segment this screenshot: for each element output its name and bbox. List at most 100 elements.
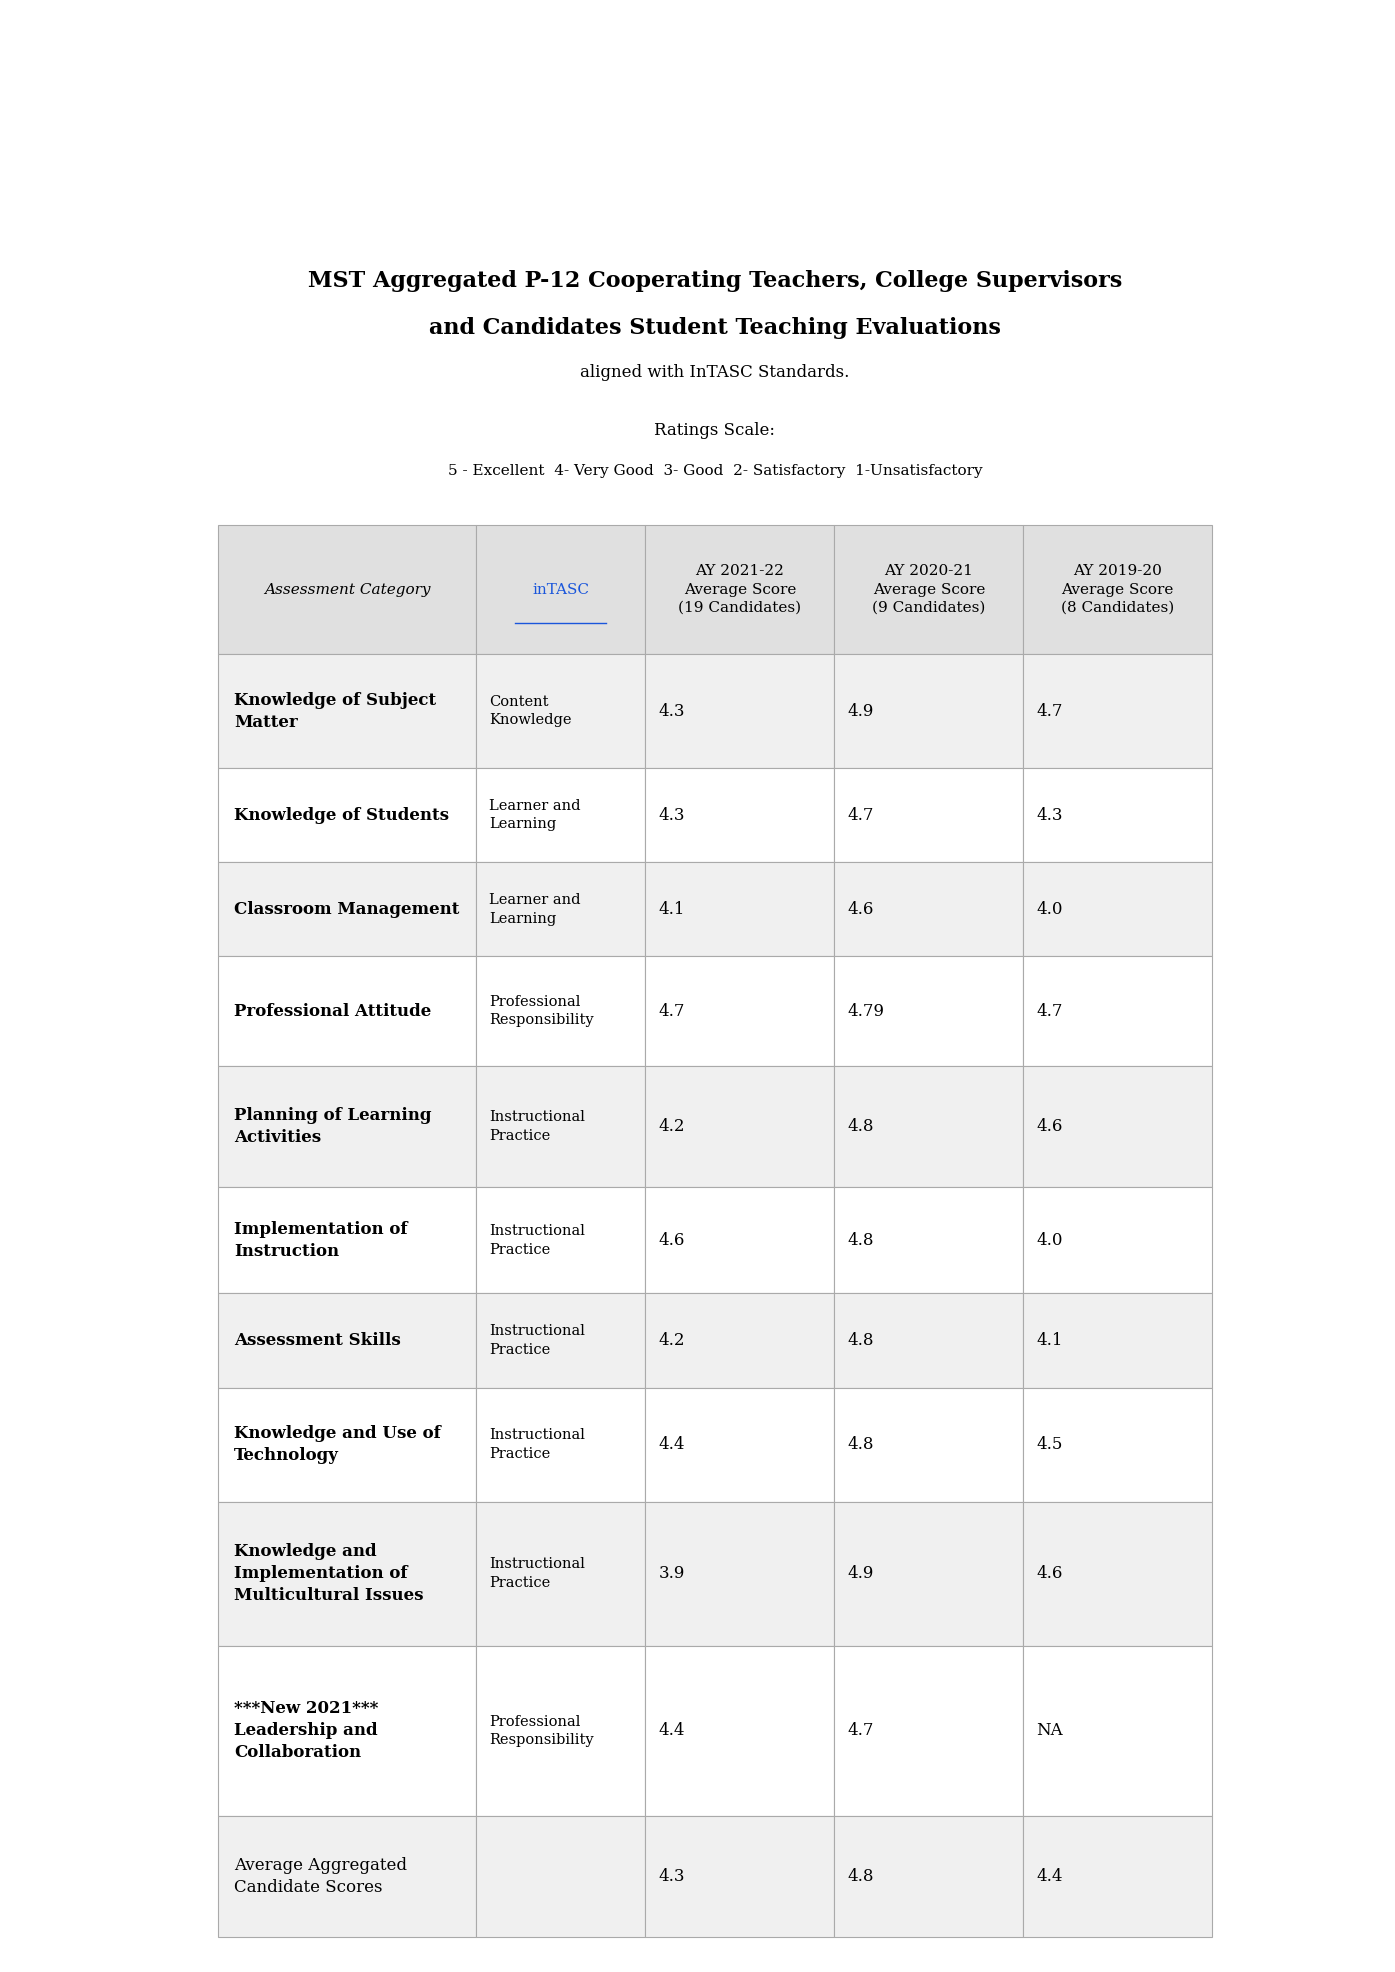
Bar [476, 1065, 646, 1187]
Bar [1024, 655, 1212, 767]
Bar [476, 1187, 646, 1294]
Bar [1024, 1501, 1212, 1647]
Text: Classroom Management: Classroom Management [234, 901, 459, 917]
Bar [834, 1816, 1024, 1937]
Bar [834, 1647, 1024, 1816]
Text: Professional Attitude: Professional Attitude [234, 1002, 431, 1020]
Bar [476, 1388, 646, 1501]
Text: 4.6: 4.6 [847, 901, 873, 917]
Bar [218, 655, 476, 767]
Bar [646, 1388, 834, 1501]
Text: AY 2020-21
Average Score
(9 Candidates): AY 2020-21 Average Score (9 Candidates) [872, 564, 985, 615]
Text: Knowledge and Use of
Technology: Knowledge and Use of Technology [234, 1426, 441, 1463]
Text: 4.7: 4.7 [1036, 1002, 1063, 1020]
Text: 4.1: 4.1 [658, 901, 685, 917]
Bar [646, 1065, 834, 1187]
Bar [646, 525, 834, 655]
Text: 4.3: 4.3 [658, 807, 685, 824]
Text: 4.4: 4.4 [1036, 1867, 1063, 1885]
Text: AY 2019-20
Average Score
(8 Candidates): AY 2019-20 Average Score (8 Candidates) [1062, 564, 1175, 615]
Text: AY 2021-22
Average Score
(19 Candidates): AY 2021-22 Average Score (19 Candidates) [678, 564, 801, 615]
Bar [646, 769, 834, 862]
Bar [1024, 525, 1212, 655]
Bar [834, 1501, 1024, 1647]
Bar [1024, 1065, 1212, 1187]
Text: 5 - Excellent  4- Very Good  3- Good  2- Satisfactory  1-Unsatisfactory: 5 - Excellent 4- Very Good 3- Good 2- Sa… [448, 465, 982, 479]
Bar [476, 655, 646, 767]
Text: inTASC: inTASC [533, 582, 589, 598]
Bar [218, 525, 476, 655]
Bar [476, 1294, 646, 1388]
Text: NA: NA [1036, 1722, 1063, 1739]
Text: 4.6: 4.6 [658, 1232, 685, 1248]
Bar [646, 1501, 834, 1647]
Text: 4.6: 4.6 [1036, 1566, 1063, 1582]
Text: 4.8: 4.8 [847, 1436, 873, 1453]
Bar [1024, 1647, 1212, 1816]
Bar [834, 1065, 1024, 1187]
Text: Knowledge of Students: Knowledge of Students [234, 807, 449, 824]
Text: 4.0: 4.0 [1036, 1232, 1063, 1248]
Text: Content
Knowledge: Content Knowledge [490, 694, 572, 728]
Bar [218, 769, 476, 862]
Bar [1024, 1187, 1212, 1294]
Bar [1024, 1816, 1212, 1937]
Bar [834, 655, 1024, 767]
Bar [646, 1187, 834, 1294]
Bar [476, 769, 646, 862]
Text: 4.3: 4.3 [1036, 807, 1063, 824]
Text: Professional
Responsibility: Professional Responsibility [490, 1714, 594, 1747]
Text: 4.7: 4.7 [847, 807, 873, 824]
Bar [476, 956, 646, 1065]
Bar [476, 1647, 646, 1816]
Text: Instructional
Practice: Instructional Practice [490, 1428, 585, 1461]
Bar [218, 1294, 476, 1388]
Text: Professional
Responsibility: Professional Responsibility [490, 994, 594, 1027]
Text: 4.9: 4.9 [847, 702, 873, 720]
Bar [476, 1816, 646, 1937]
Bar [476, 525, 646, 655]
Text: 4.9: 4.9 [847, 1566, 873, 1582]
Text: 4.3: 4.3 [658, 702, 685, 720]
Text: Instructional
Practice: Instructional Practice [490, 1558, 585, 1589]
Bar [646, 655, 834, 767]
Text: 4.1: 4.1 [1036, 1331, 1063, 1349]
Text: and Candidates Student Teaching Evaluations: and Candidates Student Teaching Evaluati… [430, 317, 1000, 339]
Bar [834, 525, 1024, 655]
Text: ***New 2021***
Leadership and
Collaboration: ***New 2021*** Leadership and Collaborat… [234, 1700, 378, 1761]
Bar [646, 862, 834, 956]
Text: Instructional
Practice: Instructional Practice [490, 1225, 585, 1256]
Text: 4.5: 4.5 [1036, 1436, 1063, 1453]
Bar [1024, 1388, 1212, 1501]
Text: 3.9: 3.9 [658, 1566, 685, 1582]
Bar [218, 1647, 476, 1816]
Text: 4.2: 4.2 [658, 1331, 685, 1349]
Text: aligned with InTASC Standards.: aligned with InTASC Standards. [580, 365, 850, 381]
Bar [1024, 769, 1212, 862]
Text: Learner and
Learning: Learner and Learning [490, 799, 580, 832]
Text: Learner and
Learning: Learner and Learning [490, 893, 580, 925]
Bar [834, 1294, 1024, 1388]
Text: 4.7: 4.7 [847, 1722, 873, 1739]
Bar [218, 1065, 476, 1187]
Text: Assessment Skills: Assessment Skills [234, 1331, 400, 1349]
Text: 4.0: 4.0 [1036, 901, 1063, 917]
Text: Planning of Learning
Activities: Planning of Learning Activities [234, 1106, 431, 1146]
Text: Instructional
Practice: Instructional Practice [490, 1110, 585, 1142]
Text: 4.8: 4.8 [847, 1331, 873, 1349]
Text: Ratings Scale:: Ratings Scale: [654, 422, 776, 440]
Text: 4.8: 4.8 [847, 1867, 873, 1885]
Bar [476, 1501, 646, 1647]
Bar [646, 1816, 834, 1937]
Bar [1024, 956, 1212, 1065]
Bar [218, 1187, 476, 1294]
Bar [476, 862, 646, 956]
Text: Implementation of
Instruction: Implementation of Instruction [234, 1221, 407, 1260]
Bar [834, 769, 1024, 862]
Text: Knowledge of Subject
Matter: Knowledge of Subject Matter [234, 692, 437, 732]
Text: 4.2: 4.2 [658, 1118, 685, 1136]
Text: Assessment Category: Assessment Category [264, 582, 430, 598]
Bar [1024, 1294, 1212, 1388]
Bar [834, 1187, 1024, 1294]
Text: 4.7: 4.7 [1036, 702, 1063, 720]
